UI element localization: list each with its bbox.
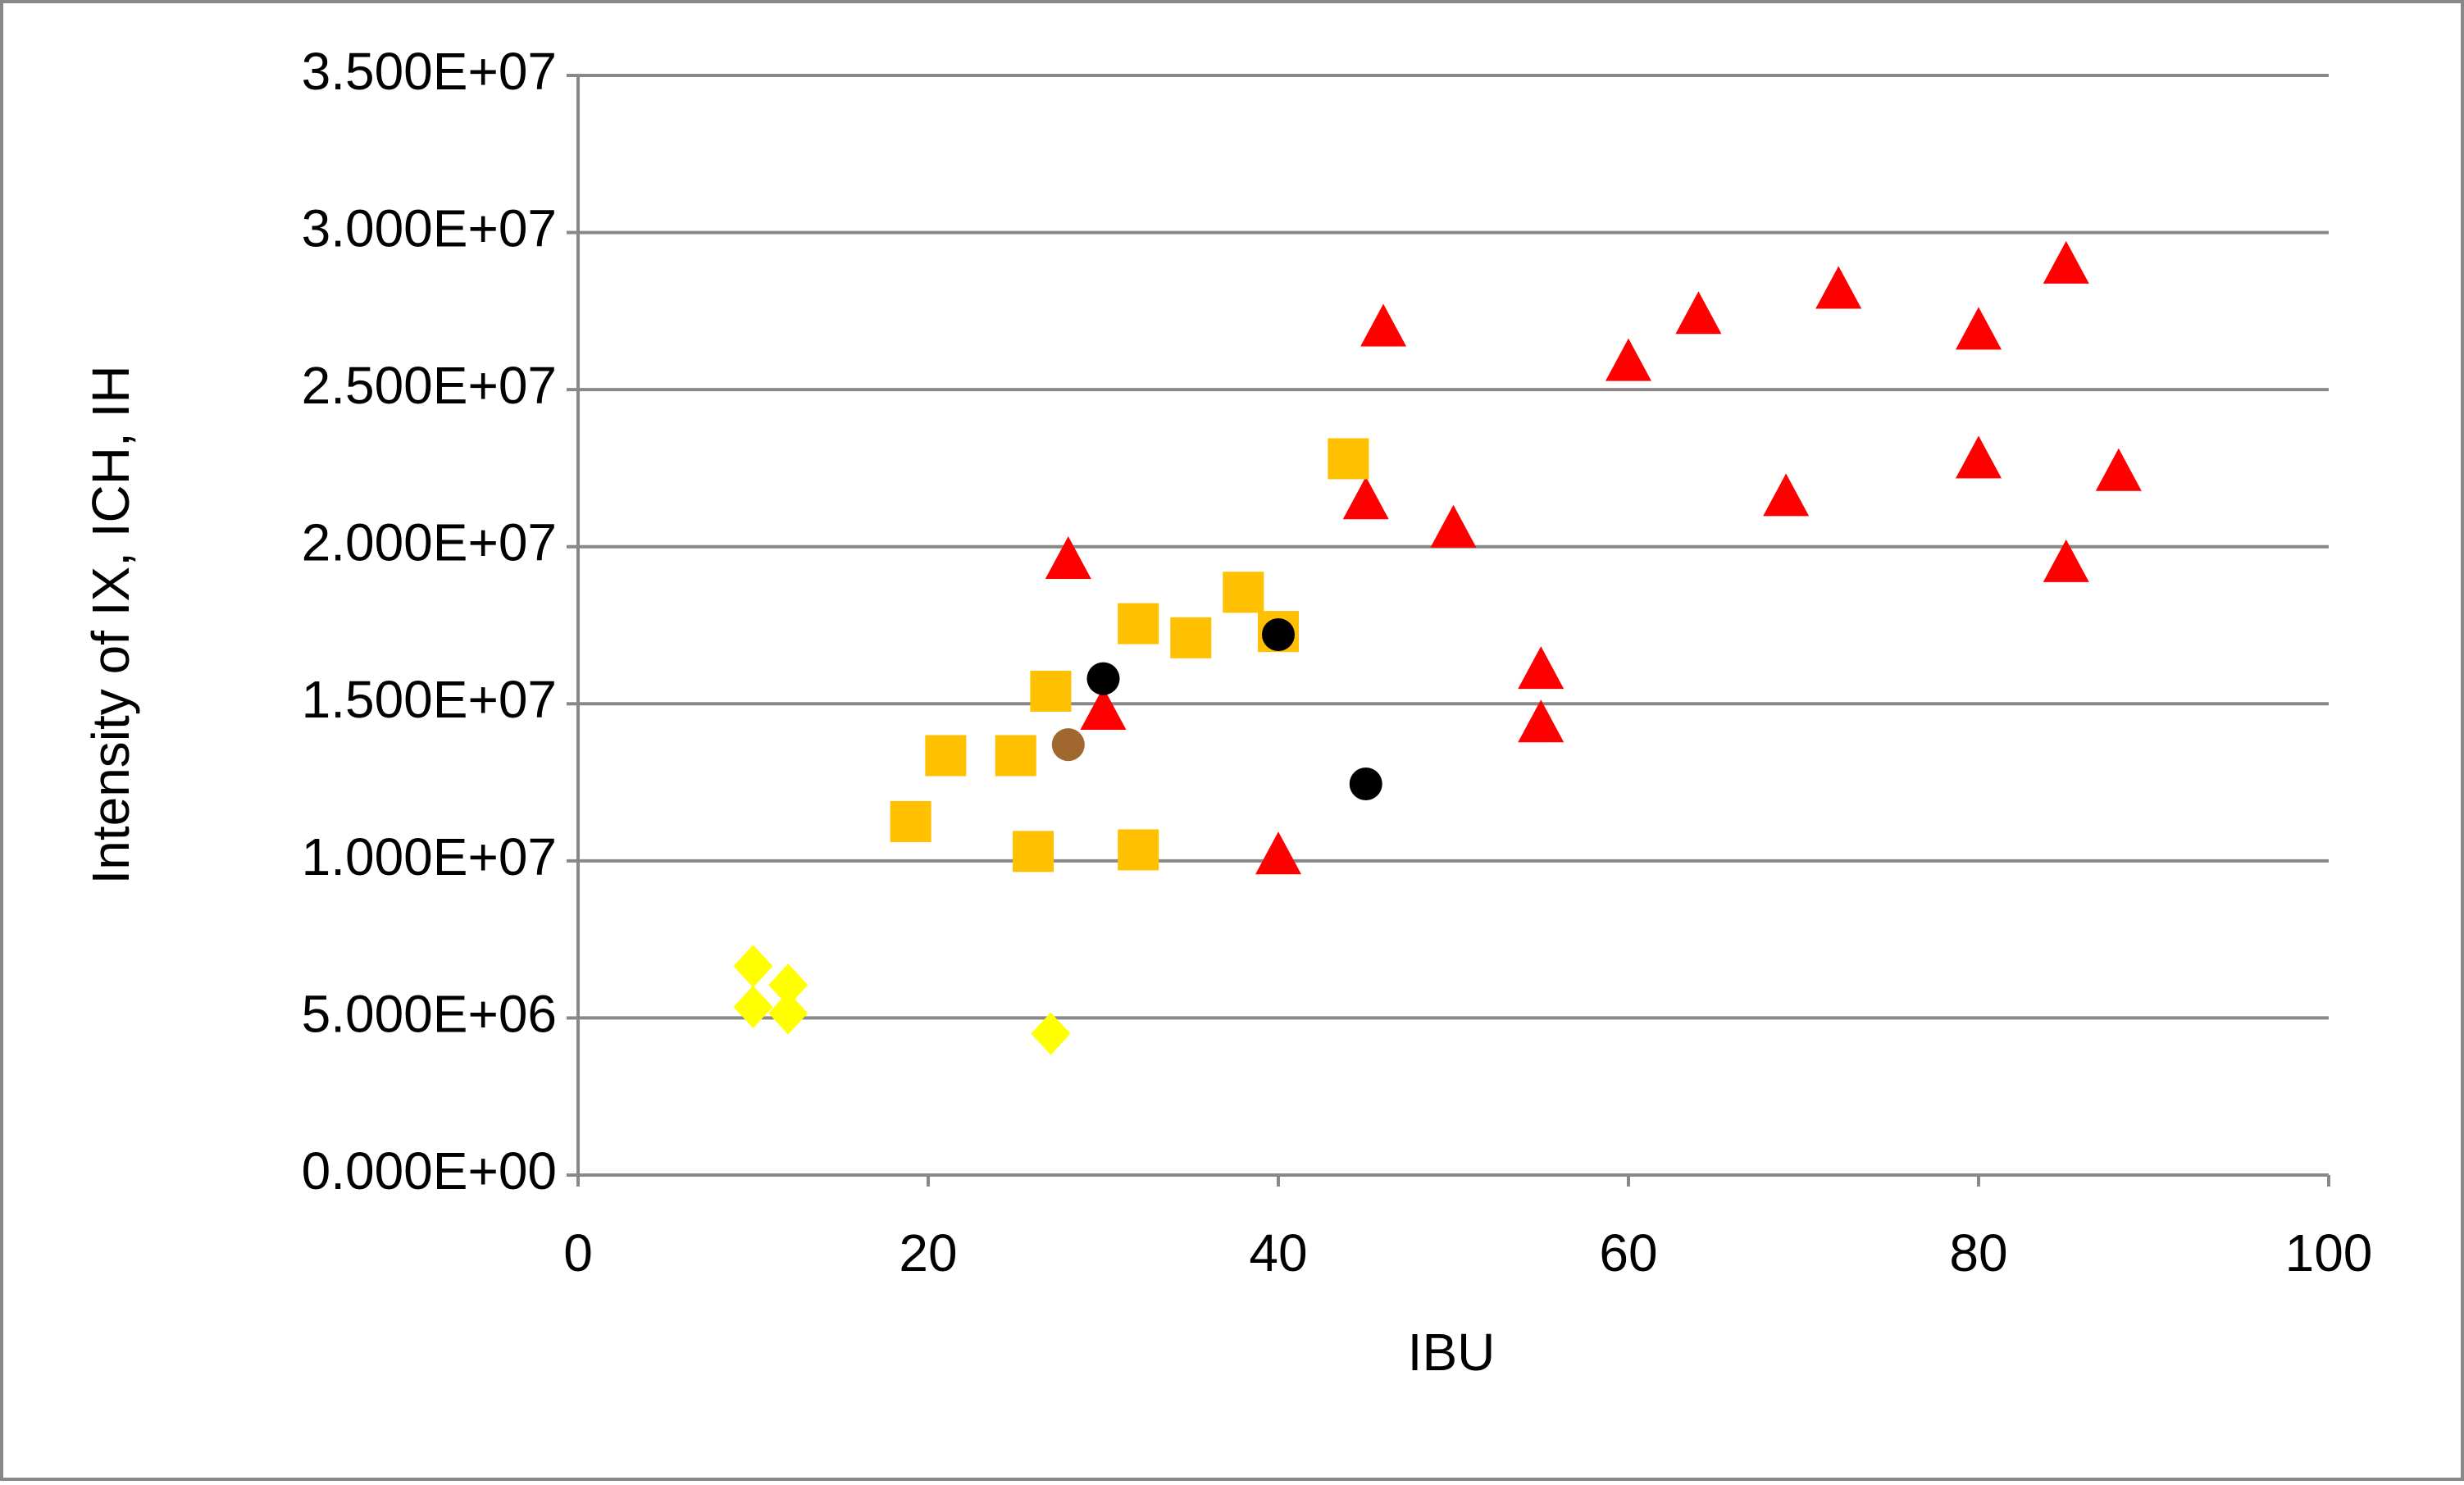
diamond-marker xyxy=(733,986,773,1029)
y-tick-label: 0.000E+00 xyxy=(302,1141,557,1200)
x-tick-label: 0 xyxy=(563,1223,593,1282)
square-marker xyxy=(925,735,967,777)
y-axis-title: Intensity of IX, ICH, IH xyxy=(81,365,140,884)
square-marker xyxy=(1118,829,1159,871)
triangle-marker xyxy=(2043,539,2089,582)
square-marker xyxy=(1328,438,1369,480)
triangle-marker xyxy=(1675,291,1722,335)
x-tick-label: 80 xyxy=(1949,1223,2007,1282)
square-marker xyxy=(890,800,931,842)
square-marker xyxy=(1170,617,1212,658)
circle-marker xyxy=(1262,617,1295,651)
triangle-marker xyxy=(1430,504,1477,548)
diamond-marker xyxy=(1031,1012,1071,1055)
y-tick-label: 5.000E+06 xyxy=(302,984,557,1043)
x-axis-title: IBU xyxy=(1408,1323,1496,1382)
diamond-marker xyxy=(768,963,808,1007)
x-tick-label: 100 xyxy=(2285,1223,2373,1282)
triangle-marker xyxy=(1605,338,1651,381)
triangle-marker xyxy=(1518,699,1564,743)
triangle-marker xyxy=(1763,473,1810,517)
triangle-marker xyxy=(1255,831,1301,875)
triangle-marker xyxy=(1815,266,1862,309)
circle-marker xyxy=(1349,767,1382,800)
circle-marker xyxy=(1086,662,1120,695)
triangle-marker xyxy=(1342,476,1389,520)
square-marker xyxy=(1223,572,1264,613)
square-marker xyxy=(995,735,1036,777)
triangle-marker xyxy=(1080,686,1127,730)
triangle-marker xyxy=(1045,536,1091,580)
y-tick-label: 2.500E+07 xyxy=(302,356,557,415)
square-marker xyxy=(1030,670,1072,712)
y-tick-label: 2.000E+07 xyxy=(302,513,557,572)
diamond-marker xyxy=(768,991,808,1035)
circle-marker xyxy=(1051,728,1085,762)
x-tick-label: 60 xyxy=(1599,1223,1657,1282)
triangle-marker xyxy=(1956,307,2002,350)
x-tick-label: 20 xyxy=(899,1223,957,1282)
x-tick-label: 40 xyxy=(1249,1223,1307,1282)
triangle-marker xyxy=(1518,646,1564,690)
square-marker xyxy=(1013,831,1054,872)
triangle-marker xyxy=(1360,303,1407,347)
y-tick-label: 1.000E+07 xyxy=(302,827,557,886)
square-marker xyxy=(1118,603,1159,645)
triangle-marker xyxy=(1956,435,2002,479)
diamond-marker xyxy=(733,945,773,988)
y-tick-label: 1.500E+07 xyxy=(302,670,557,729)
triangle-marker xyxy=(2095,448,2142,491)
y-tick-label: 3.500E+07 xyxy=(302,42,557,101)
y-tick-label: 3.000E+07 xyxy=(302,198,557,257)
triangle-marker xyxy=(2043,240,2089,284)
